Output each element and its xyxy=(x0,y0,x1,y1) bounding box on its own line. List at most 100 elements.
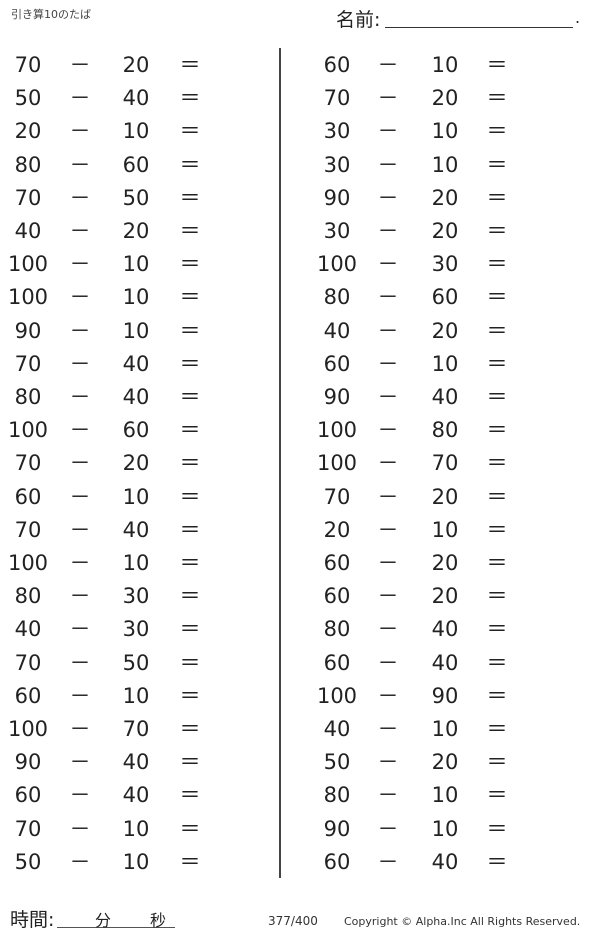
equals-sign: ＝ xyxy=(179,351,201,376)
equals-sign: ＝ xyxy=(179,617,201,642)
subtrahend: 10 xyxy=(431,517,459,542)
equals-sign: ＝ xyxy=(486,650,508,675)
subtrahend: 30 xyxy=(122,584,150,609)
equals-sign: ＝ xyxy=(179,185,201,210)
subtrahend: 40 xyxy=(122,517,150,542)
worksheet-title: 引き算10のたば xyxy=(11,8,91,21)
minuend: 90 xyxy=(323,816,351,841)
equals-sign: ＝ xyxy=(179,517,201,542)
subtrahend: 60 xyxy=(122,152,150,177)
subtrahend: 30 xyxy=(431,252,459,277)
minus-sign: － xyxy=(69,683,91,708)
minuend: 100 xyxy=(7,252,49,277)
equals-sign: ＝ xyxy=(486,185,508,210)
subtrahend: 20 xyxy=(431,318,459,343)
minus-sign: － xyxy=(377,584,399,609)
subtrahend: 10 xyxy=(122,816,150,841)
minus-sign: － xyxy=(69,750,91,775)
minuend: 70 xyxy=(323,484,351,509)
minuend: 90 xyxy=(14,318,42,343)
equals-sign: ＝ xyxy=(179,750,201,775)
minus-sign: － xyxy=(377,617,399,642)
equals-sign: ＝ xyxy=(179,683,201,708)
subtrahend: 10 xyxy=(431,119,459,144)
time-label: 時間: xyxy=(10,909,55,931)
equals-sign: ＝ xyxy=(179,385,201,409)
minus-sign: － xyxy=(69,252,91,277)
name-label: 名前: xyxy=(336,9,381,31)
time-field[interactable] xyxy=(57,927,175,928)
minuend: 80 xyxy=(323,285,351,310)
minuend: 30 xyxy=(323,119,351,144)
minus-sign: － xyxy=(69,86,91,111)
subtrahend: 10 xyxy=(431,816,459,841)
minutes-label: 分 xyxy=(95,911,112,930)
equals-sign: ＝ xyxy=(179,551,201,575)
subtrahend: 20 xyxy=(122,451,150,476)
minus-sign: － xyxy=(377,451,399,476)
minuend: 60 xyxy=(323,351,351,376)
minus-sign: － xyxy=(69,717,91,741)
minus-sign: － xyxy=(377,418,399,443)
minus-sign: － xyxy=(69,152,91,177)
subtrahend: 10 xyxy=(431,152,459,177)
subtrahend: 10 xyxy=(431,53,459,77)
equals-sign: ＝ xyxy=(179,650,201,675)
minuend: 100 xyxy=(7,551,49,575)
minus-sign: － xyxy=(69,517,91,542)
subtrahend: 10 xyxy=(431,783,459,808)
minus-sign: － xyxy=(377,152,399,177)
minuend: 60 xyxy=(323,551,351,575)
minuend: 30 xyxy=(323,219,351,243)
minuend: 70 xyxy=(14,517,42,542)
subtrahend: 10 xyxy=(122,252,150,277)
minus-sign: － xyxy=(377,219,399,243)
equals-sign: ＝ xyxy=(179,318,201,343)
subtrahend: 10 xyxy=(122,318,150,343)
minus-sign: － xyxy=(69,418,91,443)
subtrahend: 20 xyxy=(431,86,459,111)
name-end-dot: . xyxy=(575,8,581,27)
subtrahend: 40 xyxy=(431,650,459,675)
equals-sign: ＝ xyxy=(179,53,201,77)
minus-sign: － xyxy=(377,750,399,775)
equals-sign: ＝ xyxy=(179,484,201,509)
subtrahend: 10 xyxy=(431,717,459,741)
minuend: 70 xyxy=(14,351,42,376)
subtrahend: 60 xyxy=(431,285,459,310)
subtrahend: 20 xyxy=(431,750,459,775)
equals-sign: ＝ xyxy=(486,318,508,343)
subtrahend: 10 xyxy=(122,849,150,874)
minuend: 40 xyxy=(14,617,42,642)
minus-sign: － xyxy=(69,53,91,77)
minus-sign: － xyxy=(377,484,399,509)
equals-sign: ＝ xyxy=(486,484,508,509)
minus-sign: － xyxy=(377,185,399,210)
minuend: 90 xyxy=(14,750,42,775)
minuend: 80 xyxy=(14,385,42,409)
subtrahend: 40 xyxy=(122,783,150,808)
equals-sign: ＝ xyxy=(179,119,201,144)
name-field[interactable] xyxy=(385,27,573,28)
equals-sign: ＝ xyxy=(486,717,508,741)
subtrahend: 70 xyxy=(122,717,150,741)
minuend: 100 xyxy=(316,451,358,476)
minuend: 70 xyxy=(323,86,351,111)
minus-sign: － xyxy=(69,783,91,808)
equals-sign: ＝ xyxy=(179,584,201,609)
seconds-label: 秒 xyxy=(150,911,167,930)
minuend: 60 xyxy=(323,584,351,609)
minuend: 50 xyxy=(323,750,351,775)
minus-sign: － xyxy=(377,318,399,343)
minus-sign: － xyxy=(69,351,91,376)
minuend: 60 xyxy=(323,849,351,874)
minus-sign: － xyxy=(69,285,91,310)
minuend: 60 xyxy=(14,683,42,708)
equals-sign: ＝ xyxy=(486,617,508,642)
minuend: 60 xyxy=(323,53,351,77)
equals-sign: ＝ xyxy=(486,252,508,277)
equals-sign: ＝ xyxy=(486,53,508,77)
minuend: 80 xyxy=(323,617,351,642)
minus-sign: － xyxy=(377,849,399,874)
minus-sign: － xyxy=(377,86,399,111)
